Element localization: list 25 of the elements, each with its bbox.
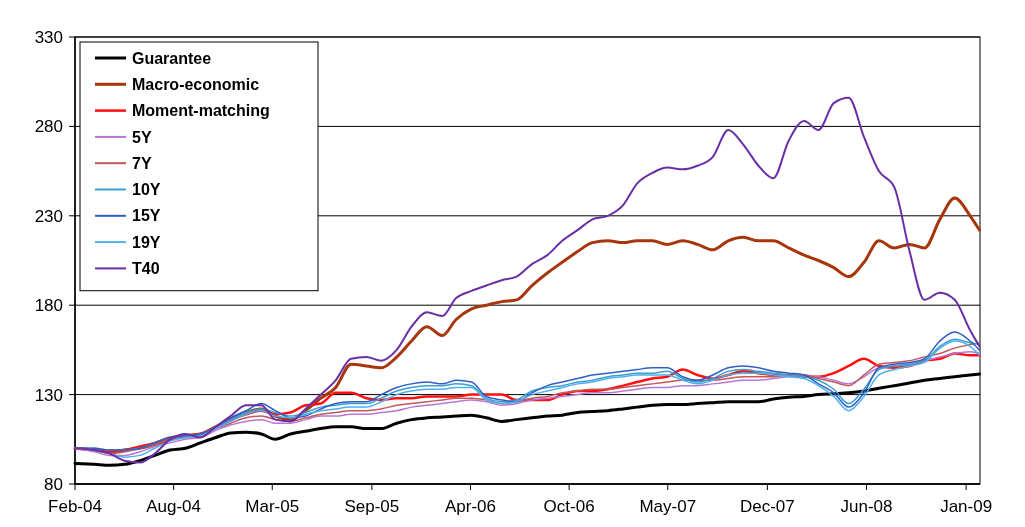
legend-label: Moment-matching [132,102,270,120]
y-tick-label: 280 [34,117,63,137]
x-tick-label: Aug-04 [146,497,202,516]
legend-label: 10Y [132,181,161,199]
legend-label: Macro-economic [132,75,260,93]
x-tick-label: Apr-06 [444,497,497,516]
y-tick-label: 130 [34,385,63,405]
x-tick-label: Mar-05 [245,497,300,516]
legend-label: T40 [132,260,160,277]
x-tick-label: Dec-07 [739,497,795,516]
legend-label: Guarantee [132,49,212,67]
x-tick-label: Oct-06 [543,497,595,516]
x-tick-label: Jun-08 [840,497,893,516]
y-tick-label: 80 [44,474,63,494]
x-tick-label: Feb-04 [48,497,102,516]
legend-label: 15Y [132,207,161,225]
x-tick-label: Jan-09 [940,497,993,516]
x-tick-label: Sep-05 [344,497,400,516]
legend-label: 19Y [132,233,161,251]
legend-label: 7Y [132,154,152,172]
legend-label: 5Y [132,128,152,146]
y-tick-label: 230 [34,206,63,226]
y-tick-label: 330 [34,27,63,47]
y-tick-label: 180 [34,296,63,316]
x-tick-label: May-07 [639,497,697,516]
